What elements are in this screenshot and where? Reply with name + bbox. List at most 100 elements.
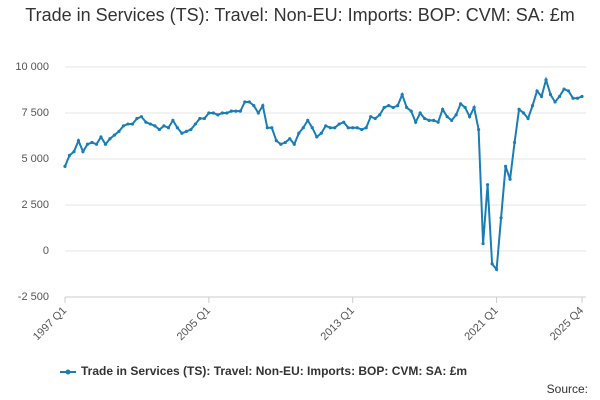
point <box>580 94 584 99</box>
point <box>423 116 427 121</box>
point <box>256 111 260 115</box>
point <box>283 140 287 145</box>
point <box>112 133 117 137</box>
point <box>238 109 242 113</box>
legend-label: Trade in Services (TS): Travel: Non-EU: … <box>81 364 467 378</box>
point <box>216 113 220 117</box>
point <box>229 109 233 113</box>
source: Source: <box>547 382 588 396</box>
point <box>468 115 472 119</box>
point <box>274 139 278 143</box>
point <box>575 96 580 100</box>
point <box>247 100 251 104</box>
point <box>252 104 256 108</box>
point <box>571 96 575 100</box>
point <box>261 104 265 108</box>
point <box>121 124 126 128</box>
point <box>494 267 499 271</box>
y-tick-label: -2 500 <box>18 291 49 303</box>
point <box>503 164 508 168</box>
point <box>153 124 157 128</box>
y-tick-label: 2 500 <box>21 199 49 211</box>
point <box>81 150 85 154</box>
point <box>535 89 539 93</box>
y-tick-label: 5 000 <box>21 153 49 165</box>
point <box>99 135 103 139</box>
point <box>387 104 391 108</box>
point <box>315 135 319 139</box>
point <box>409 109 413 113</box>
y-tick-label: 0 <box>43 245 49 257</box>
point <box>270 126 274 130</box>
point <box>220 111 224 115</box>
point <box>544 78 548 82</box>
point <box>427 118 431 122</box>
point <box>198 116 202 121</box>
series-line <box>64 76 583 272</box>
point <box>310 126 314 130</box>
point <box>521 111 526 115</box>
point <box>459 102 463 106</box>
x-tick-label: 2021 Q1 <box>462 305 500 343</box>
point <box>355 126 359 130</box>
y-tick-label: 7 500 <box>21 107 49 119</box>
point <box>135 116 139 121</box>
point <box>490 262 494 266</box>
point <box>94 142 99 146</box>
point <box>445 115 449 119</box>
point <box>548 93 553 97</box>
chart-title: Trade in Services (TS): Travel: Non-EU: … <box>25 5 575 25</box>
point <box>418 111 422 115</box>
point <box>265 126 269 130</box>
legend-marker <box>65 369 71 375</box>
point <box>517 107 521 111</box>
point <box>184 129 188 133</box>
point <box>72 150 76 154</box>
point <box>342 120 346 124</box>
point <box>319 131 323 135</box>
point <box>485 183 490 187</box>
point <box>405 105 409 110</box>
point <box>396 104 400 108</box>
x-tick-label: 2025 Q4 <box>548 305 586 343</box>
x-tick-label: 2013 Q1 <box>319 305 357 343</box>
point <box>463 105 467 110</box>
point <box>432 118 436 122</box>
point <box>454 113 458 117</box>
point <box>508 177 512 181</box>
point <box>279 142 283 146</box>
point <box>126 122 130 126</box>
point <box>193 122 197 126</box>
point <box>351 126 355 130</box>
point <box>382 105 386 110</box>
point <box>530 104 535 108</box>
point <box>512 140 517 145</box>
point <box>562 87 566 91</box>
point <box>166 126 170 130</box>
point <box>108 137 112 141</box>
point <box>148 122 153 126</box>
point <box>472 105 476 110</box>
point <box>292 142 296 146</box>
point <box>346 126 350 130</box>
point <box>297 131 301 135</box>
point <box>211 111 215 115</box>
point <box>162 124 166 128</box>
point <box>566 89 571 93</box>
point <box>144 120 148 124</box>
x-tick-label: 1997 Q1 <box>31 305 69 343</box>
point <box>306 118 310 122</box>
point <box>557 94 562 99</box>
point <box>364 126 368 130</box>
point <box>369 115 373 119</box>
point <box>337 122 341 126</box>
point <box>391 105 395 110</box>
y-tick-label: 10 000 <box>15 61 49 73</box>
point <box>373 116 377 121</box>
point <box>243 100 247 104</box>
point <box>90 140 94 145</box>
point <box>139 115 144 119</box>
point <box>175 126 179 130</box>
point <box>553 100 557 104</box>
